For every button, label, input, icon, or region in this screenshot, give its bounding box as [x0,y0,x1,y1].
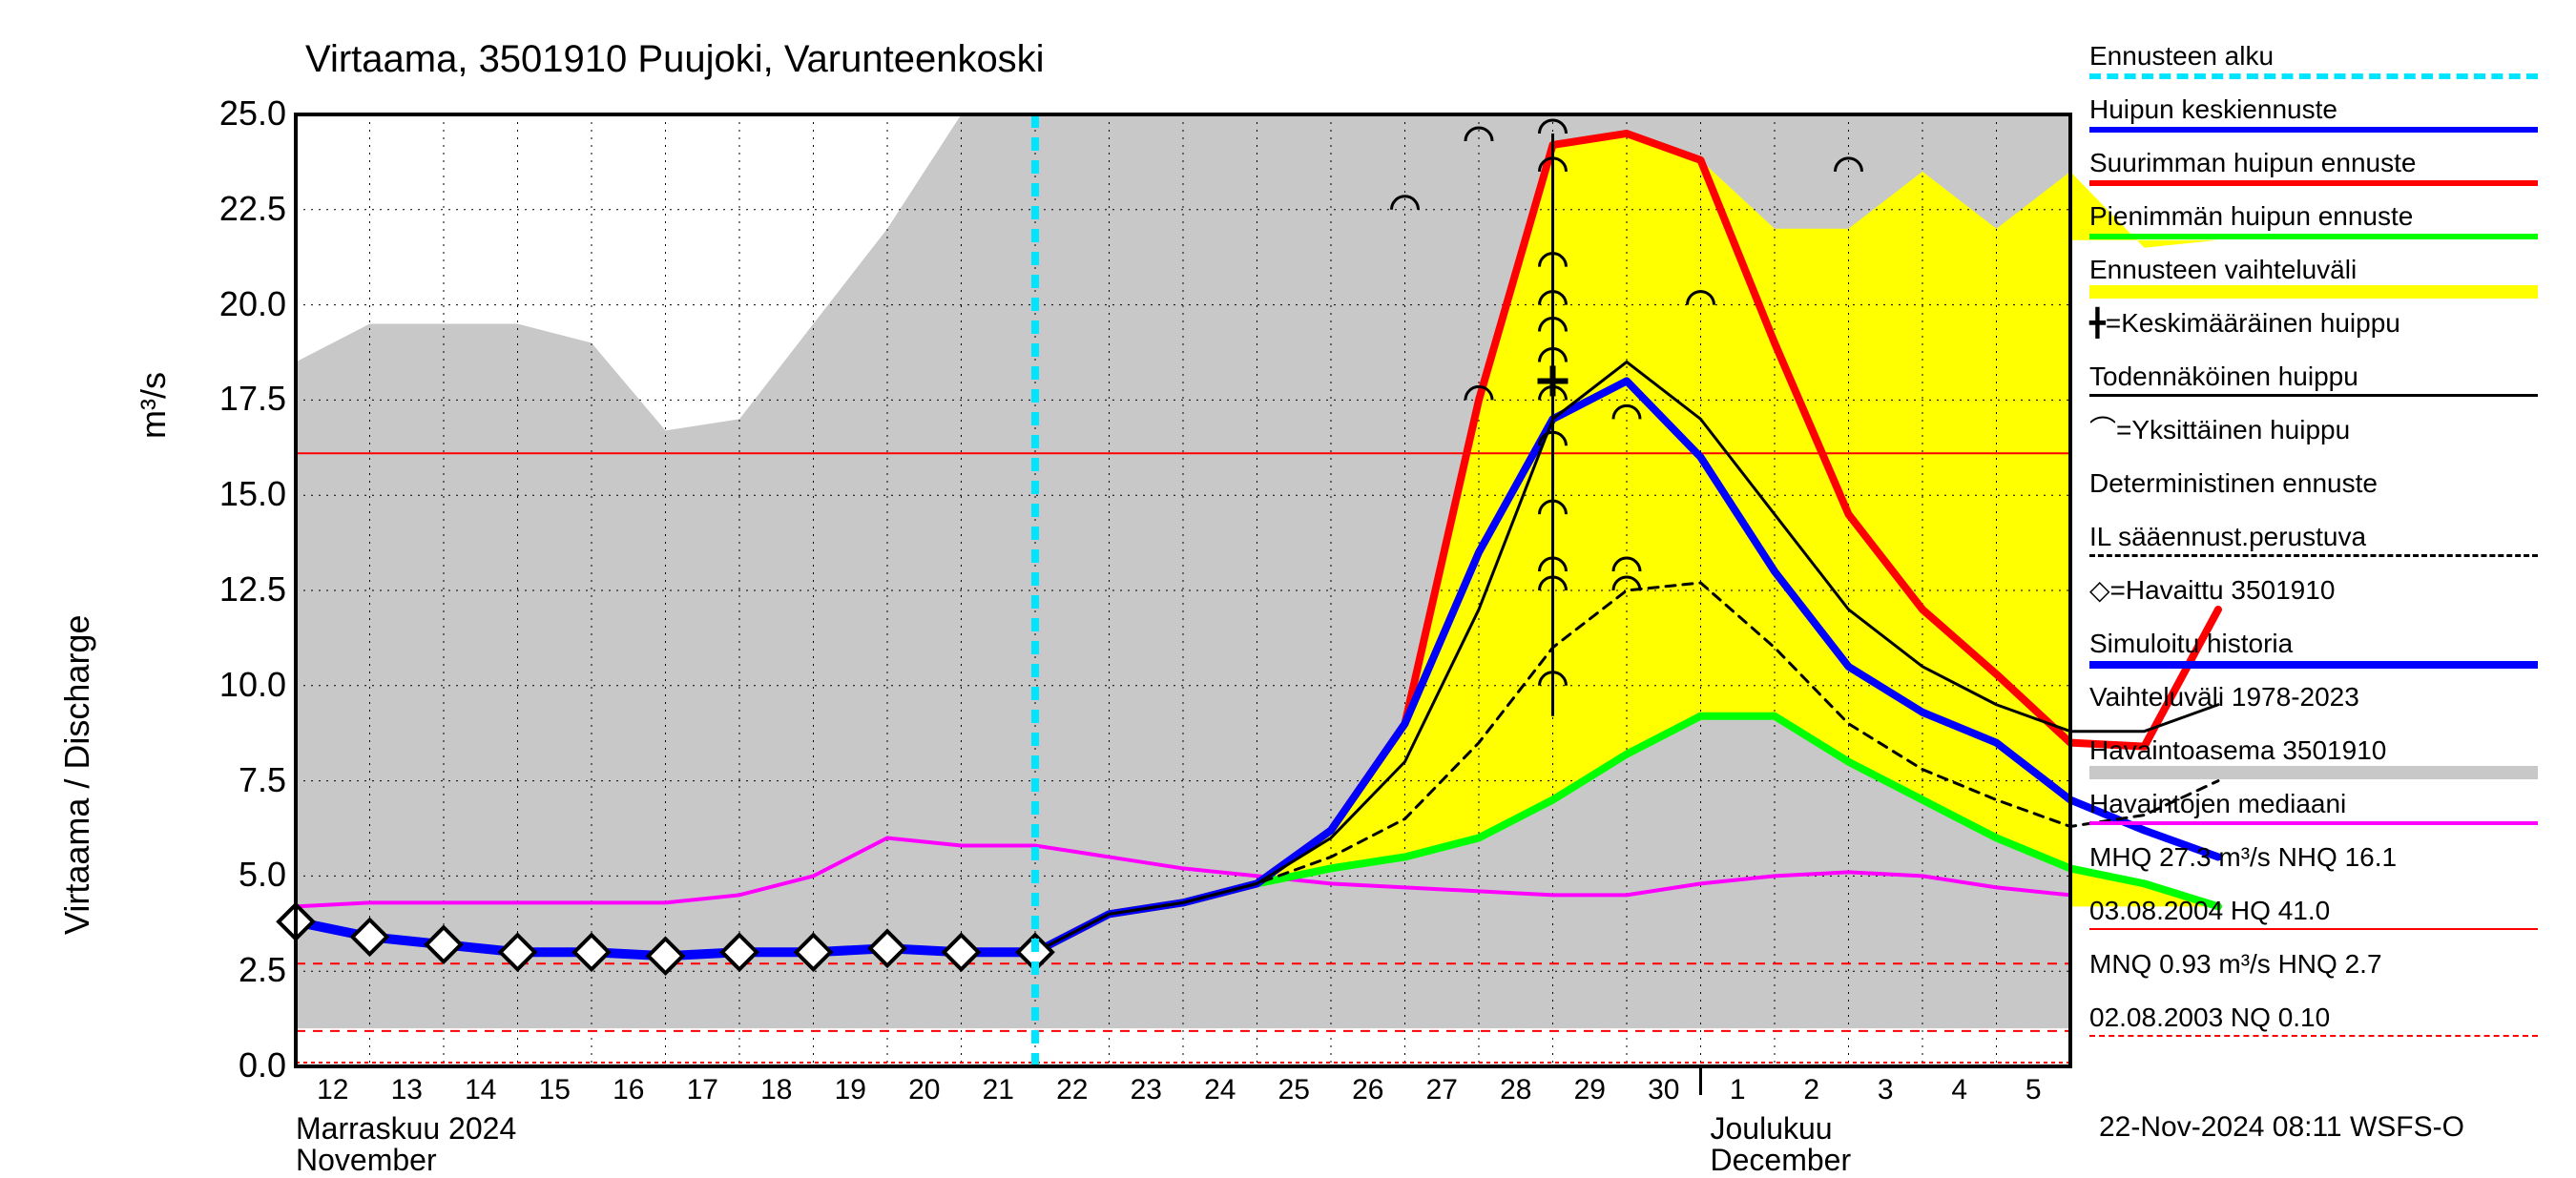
legend-label: Havaintoasema 3501910 [2089,737,2557,764]
y-tick-label: 22.5 [172,189,286,229]
legend-label: Vaihteluväli 1978-2023 [2089,684,2557,711]
x-tick-label: 2 [1793,1074,1831,1106]
y-tick-label: 25.0 [172,93,286,134]
x-tick-label: 16 [610,1074,648,1106]
x-month1-en: November [296,1143,437,1178]
x-tick-label: 15 [535,1074,573,1106]
y-tick-label: 10.0 [172,665,286,705]
legend-line-sample [2089,73,2538,79]
legend-item: Suurimman huipun ennuste [2089,150,2557,186]
legend-label: Huipun keskiennuste [2089,96,2557,123]
x-tick-label: 4 [1941,1074,1979,1106]
legend-line-sample [2089,394,2538,400]
y-tick-label: 7.5 [172,760,286,800]
y-tick-label: 20.0 [172,284,286,324]
legend-item: ╋=Keskimääräinen huippu [2089,310,2557,337]
legend-line-sample [2089,554,2538,560]
legend-item: Havaintojen mediaani [2089,791,2557,827]
x-month2-fi: Joulukuu [1711,1111,1833,1147]
x-tick-label: 12 [314,1074,352,1106]
legend-line-sample [2089,821,2538,827]
legend-label: ⌒=Yksittäinen huippu [2089,417,2557,444]
legend-swatch [2089,285,2538,299]
x-tick-label: 23 [1127,1074,1165,1106]
legend-swatch [2089,766,2538,779]
legend-item: Havaintoasema 3501910 [2089,737,2557,779]
legend-item: Simuloitu historia [2089,630,2557,669]
legend-label: 02.08.2003 NQ 0.10 [2089,1004,2557,1031]
y-tick-label: 17.5 [172,379,286,419]
x-month2-en: December [1711,1143,1852,1178]
legend-line-sample [2089,1035,2538,1041]
x-tick-label: 18 [758,1074,796,1106]
legend-item: MNQ 0.93 m³/s HNQ 2.7 [2089,951,2557,978]
legend-item: 03.08.2004 HQ 41.0 [2089,898,2557,934]
x-tick-label: 29 [1570,1074,1609,1106]
legend-item: Ennusteen vaihteluväli [2089,257,2557,299]
legend-line-sample [2089,928,2538,934]
legend-item: Huipun keskiennuste [2089,96,2557,133]
x-tick-label: 27 [1423,1074,1461,1106]
x-tick-label: 17 [683,1074,721,1106]
legend-label: MNQ 0.93 m³/s HNQ 2.7 [2089,951,2557,978]
legend-label: IL sääennust.perustuva [2089,524,2557,550]
x-tick-label: 20 [905,1074,944,1106]
legend-item: ◇=Havaittu 3501910 [2089,577,2557,604]
legend-item: MHQ 27.3 m³/s NHQ 16.1 [2089,844,2557,871]
y-tick-label: 12.5 [172,569,286,610]
x-tick-label: 14 [462,1074,500,1106]
x-tick-label: 1 [1718,1074,1756,1106]
legend-label: Simuloitu historia [2089,630,2557,657]
y-tick-label: 0.0 [172,1045,286,1085]
legend-line-sample [2089,234,2538,239]
x-tick-label: 3 [1866,1074,1904,1106]
x-tick-label: 22 [1053,1074,1091,1106]
legend-label: ╋=Keskimääräinen huippu [2089,310,2557,337]
legend-line-sample [2089,661,2538,669]
legend-line-sample [2089,127,2538,133]
legend-label: MHQ 27.3 m³/s NHQ 16.1 [2089,844,2557,871]
legend-label: Deterministinen ennuste [2089,470,2557,497]
legend-label: Ennusteen alku [2089,43,2557,70]
x-tick-label: 25 [1275,1074,1313,1106]
legend-item: ⌒=Yksittäinen huippu [2089,417,2557,444]
x-tick-label: 21 [979,1074,1017,1106]
legend-item: Pienimmän huipun ennuste [2089,203,2557,239]
x-tick-label: 19 [831,1074,869,1106]
legend-label: Todennäköinen huippu [2089,363,2557,390]
legend-label: Havaintojen mediaani [2089,791,2557,817]
x-month1-fi: Marraskuu 2024 [296,1111,516,1147]
legend-label: Pienimmän huipun ennuste [2089,203,2557,230]
legend-item: Deterministinen ennuste [2089,470,2557,497]
legend-item: Todennäköinen huippu [2089,363,2557,400]
y-tick-label: 5.0 [172,855,286,895]
y-tick-label: 2.5 [172,950,286,990]
legend-item: IL sääennust.perustuva [2089,524,2557,560]
x-tick-label: 13 [387,1074,426,1106]
x-tick-label: 5 [2014,1074,2052,1106]
legend-item: Vaihteluväli 1978-2023 [2089,684,2557,711]
legend-label: Suurimman huipun ennuste [2089,150,2557,176]
x-tick-label: 26 [1349,1074,1387,1106]
legend-item: Ennusteen alku [2089,43,2557,79]
y-tick-label: 15.0 [172,474,286,514]
legend-line-sample [2089,180,2538,186]
chart-footer: 22-Nov-2024 08:11 WSFS-O [2099,1111,2464,1144]
x-tick-label: 24 [1201,1074,1239,1106]
y-axis-unit: m³/s [134,372,174,439]
legend-label: ◇=Havaittu 3501910 [2089,577,2557,604]
legend-item: 02.08.2003 NQ 0.10 [2089,1004,2557,1041]
discharge-forecast-chart: Virtaama, 3501910 Puujoki, Varunteenkosk… [0,0,2576,1145]
legend-label: 03.08.2004 HQ 41.0 [2089,898,2557,924]
x-tick-label: 30 [1645,1074,1683,1106]
y-axis-label: Virtaama / Discharge [57,615,97,935]
x-tick-label: 28 [1497,1074,1535,1106]
chart-title: Virtaama, 3501910 Puujoki, Varunteenkosk… [305,38,1045,81]
legend-label: Ennusteen vaihteluväli [2089,257,2557,283]
